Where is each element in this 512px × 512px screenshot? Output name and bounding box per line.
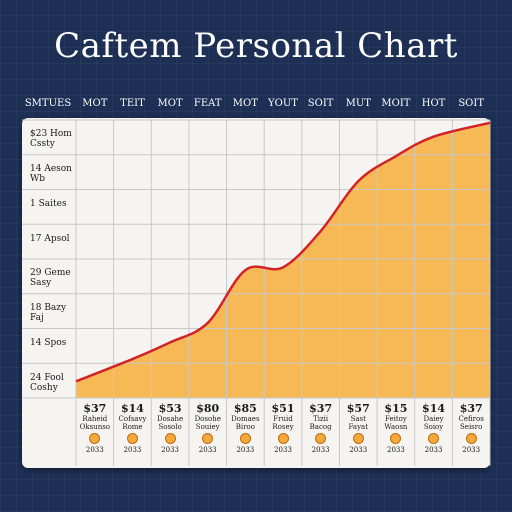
flame-icon (277, 433, 289, 444)
flame-icon (428, 433, 440, 444)
flame-icon (164, 433, 176, 444)
summary-year: 2033 (236, 446, 255, 454)
summary-year: 2033 (311, 446, 330, 454)
summary-cell: $37 Raheid Oksunso 2033 (78, 398, 112, 454)
row-label: $23 Hom Cssty (30, 129, 72, 150)
summary-cell: $53 Dosahe Sosolo 2033 (153, 398, 187, 454)
flame-icon (126, 433, 138, 444)
summary-value: $53 (158, 402, 182, 415)
summary-year: 2033 (424, 446, 443, 454)
summary-label: Cefiros Seisro (458, 415, 484, 431)
summary-cell: $14 Cofsavy Rome 2033 (115, 398, 149, 454)
summary-value: $51 (271, 402, 295, 415)
summary-year: 2033 (349, 446, 368, 454)
summary-value: $37 (83, 402, 107, 415)
summary-year: 2033 (274, 446, 292, 454)
column-header: YOUT (268, 98, 298, 109)
summary-label: Cofsavy Rome (118, 415, 147, 431)
summary-value: $14 (120, 402, 144, 415)
summary-value: $80 (196, 402, 220, 415)
summary-label: Dosahe Sosolo (156, 415, 184, 431)
summary-year: 2033 (462, 446, 481, 454)
column-header: MOT (232, 98, 258, 109)
summary-value: $14 (422, 402, 446, 415)
row-label: 18 Bazy Faj (30, 303, 67, 324)
flame-icon (465, 433, 477, 444)
row-label: 29 Geme Sasy (30, 268, 71, 289)
column-header: HOT (421, 98, 446, 109)
summary-label: Daiey Soioy (423, 415, 444, 431)
summary-cell: $80 Dosohe Souiey 2033 (191, 398, 225, 454)
summary-label: Dosohe Souiey (194, 415, 221, 431)
flame-icon (239, 433, 251, 444)
summary-year: 2033 (123, 446, 142, 454)
summary-label: Feitoy Waosn (384, 415, 408, 431)
row-label: 1 Saites (30, 198, 67, 209)
summary-cell: $37 Tizii Bacog 2033 (304, 398, 338, 454)
chart-title: Caftem Personal Chart (54, 26, 458, 66)
column-header: MOIT (381, 98, 411, 109)
summary-value: $57 (346, 402, 370, 415)
flame-icon (315, 433, 327, 444)
series-line (75, 121, 491, 383)
row-label: 24 Fool Coshy (30, 372, 64, 393)
summary-label: Raheid Oksunso (79, 415, 111, 431)
column-header: FEAT (193, 98, 222, 109)
summary-label: Fruid Rosey (272, 415, 294, 431)
summary-year: 2033 (386, 446, 405, 454)
flame-icon (390, 433, 402, 444)
summary-cell: $51 Fruid Rosey 2033 (266, 398, 300, 454)
column-header: TEIT (120, 98, 145, 109)
summary-value: $85 (233, 402, 257, 415)
row-label: 14 Spos (30, 337, 67, 348)
column-header: MOT (82, 98, 108, 109)
column-header: MOT (157, 98, 183, 109)
summary-label: Tizii Bacog (309, 415, 332, 431)
summary-label: Domaes Biroo (231, 415, 260, 431)
summary-value: $37 (459, 402, 483, 415)
column-header: SOIT (307, 98, 334, 109)
row-label: 17 Apsol (30, 233, 70, 244)
summary-value: $15 (384, 402, 408, 415)
column-header: SOIT (458, 98, 485, 109)
header-label: SMTUES (24, 98, 72, 109)
summary-label: Sast Fayat (348, 415, 369, 431)
summary-cell: $37 Cefiros Seisro 2033 (454, 398, 488, 454)
column-headers: SMTUES MOT TEIT MOT FEAT MOT YOUT SOIT MUT MOIT H… (0, 98, 512, 116)
summary-year: 2033 (198, 446, 217, 454)
area-fill (76, 122, 490, 398)
summary-year: 2033 (85, 446, 104, 454)
summary-cell: $85 Domaes Biroo 2033 (228, 398, 262, 454)
summary-value: $37 (309, 402, 333, 415)
row-label: 14 Aeson Wb (30, 164, 72, 185)
summary-cell: $15 Feitoy Waosn 2033 (379, 398, 413, 454)
summary-cell: $57 Sast Fayat 2033 (341, 398, 375, 454)
summary-cell: $14 Daiey Soioy 2033 (417, 398, 451, 454)
summary-year: 2033 (161, 446, 179, 454)
bottom-summary-row: $37 Raheid Oksunso 2033 $14 Cofsavy Rome 2033… (0, 398, 512, 468)
flame-icon (352, 433, 364, 444)
flame-icon (89, 433, 101, 444)
column-header: MUT (345, 98, 371, 109)
flame-icon (202, 433, 214, 444)
